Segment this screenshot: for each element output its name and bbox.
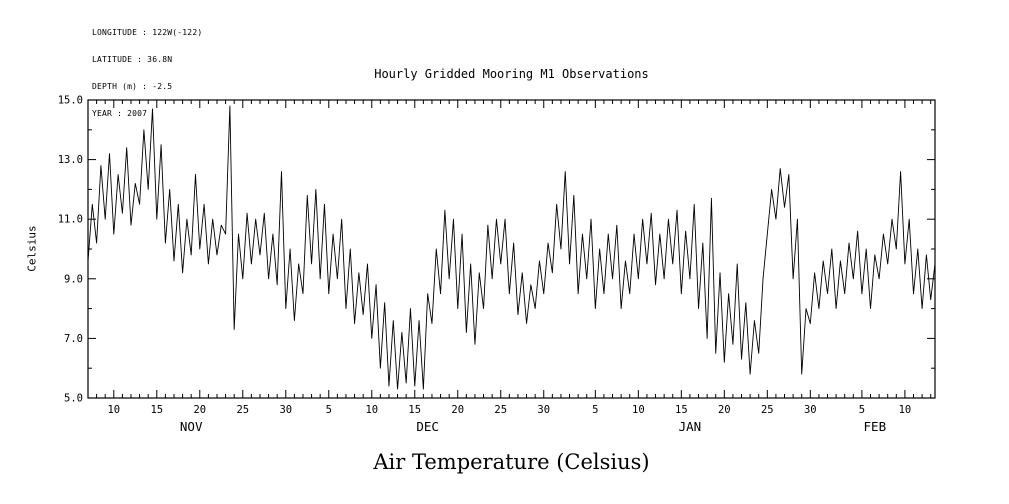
x-tick-label: 20: [451, 404, 464, 416]
chart-title: Hourly Gridded Mooring M1 Observations: [374, 67, 649, 81]
meta-depth: DEPTH (m) : -2.5: [92, 82, 173, 91]
x-tick-label: 10: [899, 404, 912, 416]
y-tick-label: 11.0: [58, 214, 83, 226]
x-tick-label: 15: [675, 404, 688, 416]
x-tick-label: 20: [193, 404, 206, 416]
x-month-label: FEB: [864, 419, 887, 434]
x-tick-label: 5: [859, 404, 865, 416]
meta-longitude: LONGITUDE : 122W(-122): [92, 28, 203, 37]
y-tick-label: 13.0: [58, 154, 83, 166]
x-tick-label: 5: [592, 404, 598, 416]
plot-frame: [87, 99, 936, 399]
x-tick-label: 10: [107, 404, 120, 416]
x-tick-label: 5: [326, 404, 332, 416]
y-tick-label: 5.0: [64, 393, 83, 405]
temperature-series-line: [87, 105, 936, 390]
x-tick-label: 10: [632, 404, 645, 416]
y-tick-label: 9.0: [64, 273, 83, 285]
x-tick-label: 10: [365, 404, 378, 416]
x-axis-title: Air Temperature (Celsius): [373, 450, 650, 474]
x-tick-label: 30: [279, 404, 292, 416]
meta-latitude: LATITUDE : 36.8N: [92, 55, 173, 64]
x-tick-label: 15: [150, 404, 163, 416]
x-tick-label: 25: [236, 404, 249, 416]
x-tick-label: 15: [408, 404, 421, 416]
station-metadata: LONGITUDE : 122W(-122) LATITUDE : 36.8N …: [92, 10, 202, 136]
y-tick-label: 15.0: [58, 95, 83, 107]
x-tick-label: 25: [494, 404, 507, 416]
x-tick-label: 20: [718, 404, 731, 416]
y-tick-label: 7.0: [64, 333, 83, 345]
x-tick-label: 30: [804, 404, 817, 416]
x-month-label: JAN: [679, 419, 702, 434]
meta-year: YEAR : 2007: [92, 109, 148, 118]
x-month-label: DEC: [416, 419, 439, 434]
x-tick-label: 30: [537, 404, 550, 416]
x-tick-label: 25: [761, 404, 774, 416]
x-month-label: NOV: [180, 419, 203, 434]
